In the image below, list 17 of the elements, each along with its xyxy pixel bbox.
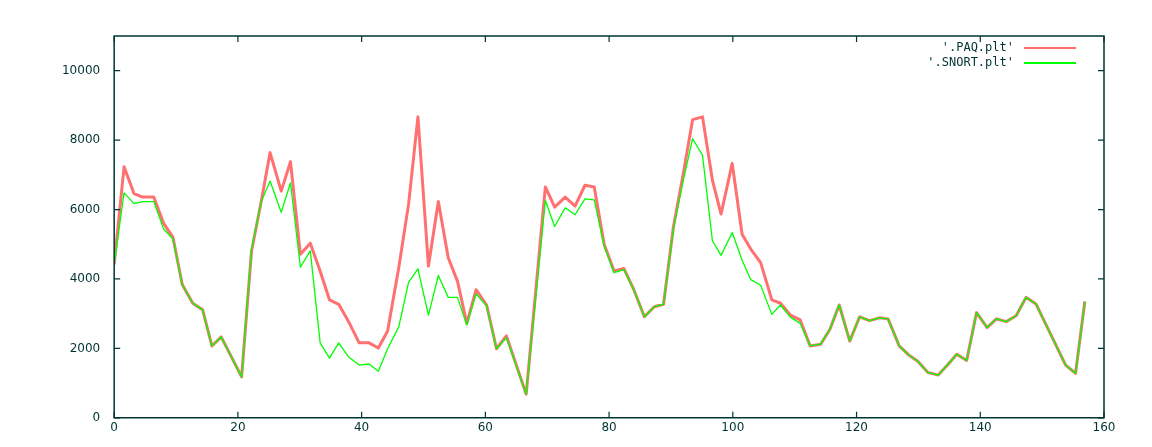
x-tick-label: 0 <box>110 420 118 435</box>
y-tick-label: 8000 <box>69 132 101 147</box>
legend-label: '.SNORT.plt' <box>927 55 1014 70</box>
y-tick-label: 6000 <box>69 201 101 216</box>
y-tick-label: 0 <box>92 409 101 424</box>
y-tick-label: 4000 <box>69 271 101 286</box>
x-tick-label: 80 <box>601 420 617 435</box>
x-tick-label: 60 <box>477 420 493 435</box>
x-tick-label: 20 <box>230 420 246 435</box>
x-tick-label: 40 <box>353 420 370 435</box>
x-tick-label: 120 <box>845 420 868 435</box>
x-tick-label: 160 <box>1092 420 1116 435</box>
x-tick-label: 100 <box>721 420 745 435</box>
x-tick-label: 140 <box>968 420 992 435</box>
legend-label: '.PAQ.plt' <box>941 40 1014 55</box>
y-tick-label: 10000 <box>61 62 101 77</box>
y-tick-label: 2000 <box>69 340 101 355</box>
